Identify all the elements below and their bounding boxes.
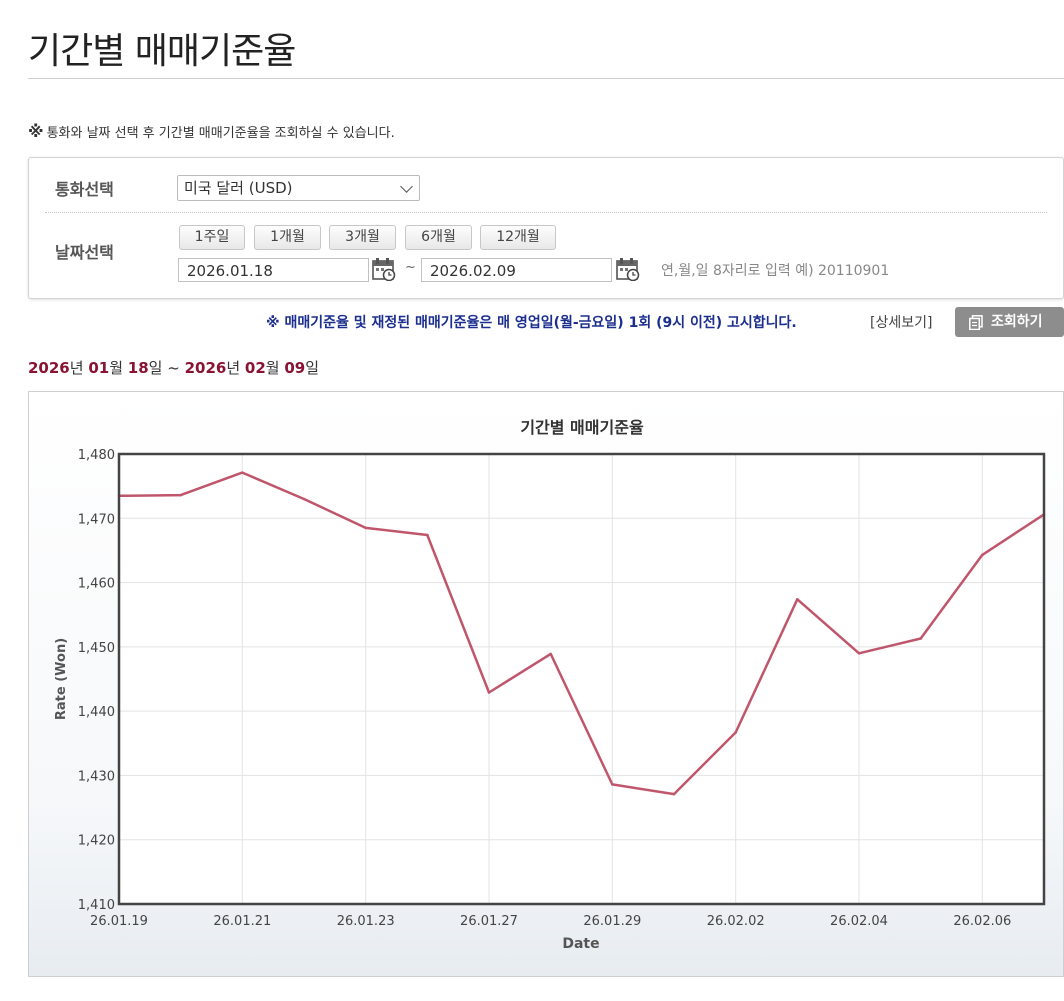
period-button-6month[interactable]: 6개월 — [405, 225, 472, 250]
data-point[interactable] — [487, 691, 491, 694]
x-tick-label: 26.01.19 — [90, 914, 148, 929]
data-point[interactable] — [549, 652, 552, 656]
selected-date-range: 2026년 01월 18일 ~ 2026년 02월 09일 — [28, 359, 320, 377]
calendar-icon[interactable] — [372, 257, 396, 281]
currency-select-value: 미국 달러 (USD) — [184, 179, 293, 197]
data-point[interactable] — [426, 533, 429, 537]
x-tick-label: 26.02.06 — [953, 914, 1011, 929]
y-tick-label: 1,440 — [78, 705, 115, 720]
search-button-label: 조회하기 — [991, 314, 1043, 330]
search-form: 통화선택 미국 달러 (USD) 날짜선택 1주일 1개월 3개월 6개월 12… — [28, 157, 1064, 299]
notice-mark: ※ — [28, 122, 44, 141]
announcement: ※ 매매기준율 및 재정된 매매기준율은 매 영업일(월-금요일) 1회 (9시… — [266, 315, 797, 331]
y-tick-label: 1,450 — [78, 641, 115, 656]
x-axis-title: Date — [562, 936, 599, 952]
data-point[interactable] — [981, 553, 984, 557]
plot-frame — [117, 452, 1046, 906]
y-tick-label: 1,410 — [78, 898, 115, 913]
x-tick-label: 26.02.02 — [707, 914, 765, 929]
row-divider — [45, 212, 1047, 213]
y-tick-label: 1,430 — [78, 769, 115, 784]
date-range-separator: ~ — [405, 260, 416, 275]
chart-axes: 1,410 1,420 1,430 1,440 1,450 1,460 1,470 1,480… — [78, 448, 1011, 929]
chevron-down-icon — [400, 180, 413, 193]
calendar-icon[interactable] — [616, 257, 640, 281]
data-point[interactable] — [302, 497, 306, 501]
x-tick-label: 26.02.04 — [830, 914, 888, 929]
x-tick-label: 26.01.23 — [337, 914, 395, 929]
notice-text: 통화와 날짜 선택 후 기간별 매매기준율을 조회하실 수 있습니다. — [46, 126, 395, 141]
data-point[interactable] — [364, 526, 367, 530]
chart-grid — [118, 453, 1044, 905]
document-icon — [969, 315, 983, 330]
y-tick-label: 1,480 — [78, 448, 115, 463]
currency-label: 통화선택 — [55, 180, 114, 199]
page-title: 기간별 매매기준율 — [28, 31, 296, 72]
currency-select[interactable]: 미국 달러 (USD) — [177, 175, 420, 201]
title-divider — [28, 78, 1064, 79]
data-point[interactable] — [796, 597, 799, 601]
data-point[interactable] — [734, 731, 737, 734]
data-point[interactable] — [857, 651, 861, 655]
rate-chart: 기간별 매매기준율 1,410 1,420 1,430 1,440 1,450 1,460… — [54, 418, 1046, 952]
rate-series-line — [118, 471, 1045, 796]
search-button[interactable]: 조회하기 — [955, 307, 1064, 337]
data-point[interactable] — [919, 637, 922, 640]
date-label: 날짜선택 — [55, 243, 114, 262]
chart-title: 기간별 매매기준율 — [520, 418, 644, 437]
data-point[interactable] — [179, 493, 182, 497]
notice: ※ 통화와 날짜 선택 후 기간별 매매기준율을 조회하실 수 있습니다. — [28, 122, 395, 141]
date-hint: 연,월,일 8자리로 입력 예) 20110901 — [661, 263, 890, 279]
y-tick-label: 1,460 — [78, 577, 115, 592]
period-button-3month[interactable]: 3개월 — [329, 225, 396, 250]
y-tick-label: 1,470 — [78, 512, 115, 527]
detail-link[interactable]: [상세보기] — [870, 315, 933, 331]
plot-area — [119, 454, 1044, 904]
x-tick-label: 26.01.27 — [460, 914, 518, 929]
period-button-12month[interactable]: 12개월 — [480, 225, 556, 250]
end-date-input[interactable]: 2026.02.09 — [421, 258, 612, 282]
x-tick-label: 26.01.29 — [583, 914, 641, 929]
y-tick-label: 1,420 — [78, 834, 115, 849]
x-tick-label: 26.01.21 — [213, 914, 271, 929]
start-date-input[interactable]: 2026.01.18 — [178, 258, 369, 282]
period-button-1week[interactable]: 1주일 — [179, 225, 245, 250]
data-point[interactable] — [672, 792, 676, 796]
period-button-1month[interactable]: 1개월 — [254, 225, 321, 250]
data-point[interactable] — [611, 783, 614, 786]
data-point[interactable] — [241, 471, 244, 474]
rate-chart-panel: 기간별 매매기준율 1,410 1,420 1,430 1,440 1,450 1,460… — [28, 391, 1064, 977]
y-axis-title: Rate (Won) — [54, 638, 69, 720]
